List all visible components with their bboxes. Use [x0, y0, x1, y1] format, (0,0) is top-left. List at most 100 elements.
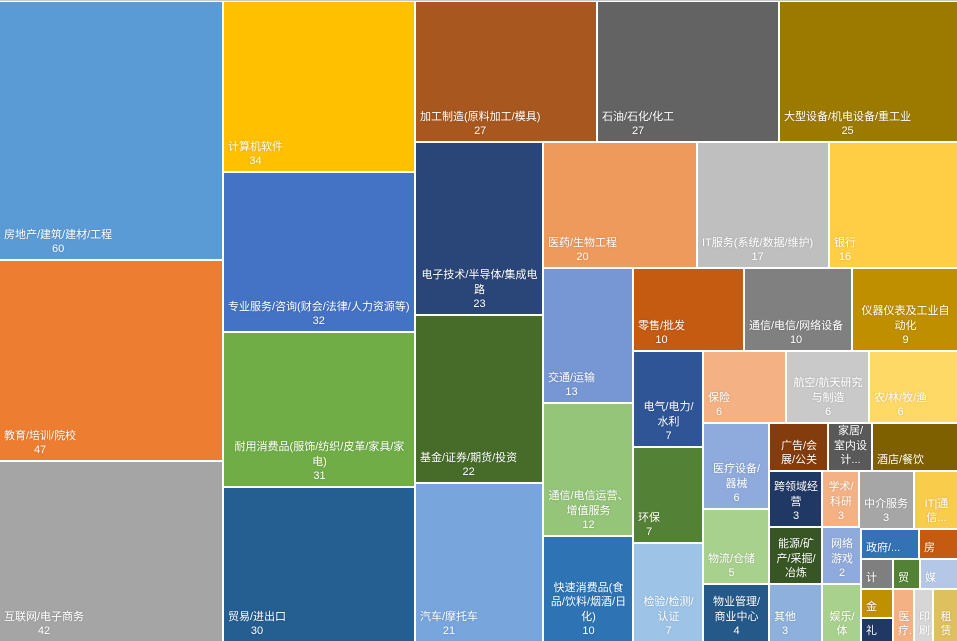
treemap-cell[interactable]: 检验/检测/认证 7: [634, 544, 702, 641]
cell-value: 60: [51, 243, 65, 255]
cell-value: 7: [665, 625, 672, 637]
treemap-cell[interactable]: 快速消费品(食品/饮料/烟酒/日化) 10: [544, 537, 632, 641]
treemap-cell[interactable]: 政府/...: [862, 530, 918, 558]
treemap-cell[interactable]: 家居/室内设计...: [829, 424, 871, 470]
cell-label: 网络游戏 2: [827, 537, 857, 580]
treemap-cell[interactable]: 电气/电力/水利 7: [634, 352, 702, 446]
treemap-cell[interactable]: 酒店/餐饮: [873, 424, 957, 470]
cell-label: 学术/科研 3: [828, 481, 854, 522]
cell-label-wrap: 农/林/牧/渔 6: [874, 391, 954, 420]
treemap-cell[interactable]: 房: [920, 530, 957, 558]
cell-value: 32: [312, 315, 325, 327]
treemap-cell[interactable]: 零售/批发 10: [634, 269, 743, 350]
cell-label-wrap: 娱乐/体: [827, 610, 857, 639]
treemap-cell[interactable]: 金: [862, 590, 892, 617]
cell-value: 27: [474, 125, 487, 137]
cell-value: 20: [576, 251, 589, 263]
treemap-cell[interactable]: 仪器仪表及工业自动化 9: [853, 269, 957, 350]
cell-label: 专业服务/咨询(财会/法律/人力资源等) 32: [228, 300, 410, 327]
treemap-cell[interactable]: 大型设备/机电设备/重工业 25: [780, 2, 957, 141]
cell-label-wrap: 基金/证券/期货/投资 22: [420, 451, 539, 480]
treemap-cell[interactable]: 石油/石化/化工 27: [598, 2, 778, 141]
cell-value: 2: [838, 567, 846, 579]
cell-label: IT|通信...: [924, 497, 949, 524]
cell-label: 农/林/牧/渔 6: [874, 391, 928, 418]
treemap-cell[interactable]: 专业服务/咨询(财会/法律/人力资源等) 32: [224, 173, 414, 331]
cell-label: 通信/电信运营、增值服务 12: [548, 490, 629, 531]
treemap-cell[interactable]: 印刷...: [915, 590, 932, 641]
treemap-cell[interactable]: 网络游戏 2: [823, 528, 860, 583]
treemap-cell[interactable]: 学术/科研 3: [823, 472, 858, 526]
cell-label: 礼: [866, 625, 877, 637]
treemap-cell[interactable]: 跨领域经营 3: [770, 472, 821, 526]
treemap-cell[interactable]: IT|通信...: [915, 472, 957, 528]
cell-label: 教育/培训/院校 47: [4, 429, 77, 456]
cell-label-wrap: 中介服务 3: [864, 497, 910, 526]
cell-value: 34: [249, 155, 262, 167]
cell-label-wrap: 租赁: [938, 610, 954, 639]
cell-value: 17: [751, 251, 764, 263]
treemap-cell[interactable]: 贸: [894, 560, 919, 588]
treemap-cell[interactable]: IT服务(系统/数据/维护) 17: [698, 143, 828, 267]
treemap-cell[interactable]: 礼: [862, 619, 892, 641]
treemap-cell[interactable]: 物流/仓储 5: [704, 510, 768, 583]
cell-label: 基金/证券/期货/投资 22: [420, 451, 518, 478]
treemap-cell[interactable]: 通信/电信运营、增值服务 12: [544, 404, 632, 535]
cell-label-wrap: 印刷...: [919, 610, 932, 639]
treemap-cell[interactable]: 医疗...: [894, 590, 913, 641]
treemap-cell[interactable]: 通信/电信/网络设备 10: [745, 269, 851, 350]
treemap-cell[interactable]: 汽车/摩托车 21: [416, 484, 542, 641]
treemap-cell[interactable]: 保险 6: [704, 352, 785, 422]
cell-label: 耐用消费品(服饰/纺织/皮革/家具/家电) 31: [228, 440, 411, 483]
cell-label-wrap: IT|通信...: [919, 497, 954, 526]
cell-label-wrap: 计算机软件 34: [228, 140, 411, 169]
cell-label: 航空/航天研究与制造 6: [791, 376, 865, 419]
cell-label-wrap: 物流/仓储 5: [708, 552, 765, 581]
treemap-cell[interactable]: 计: [862, 560, 892, 588]
cell-label-wrap: 汽车/摩托车 21: [420, 610, 539, 639]
cell-label-wrap: 通信/电信运营、增值服务 12: [548, 489, 629, 533]
cell-label-wrap: 银行 16: [834, 236, 954, 265]
treemap-cell[interactable]: 耐用消费品(服饰/纺织/皮革/家具/家电) 31: [224, 333, 414, 486]
treemap-cell[interactable]: 其他 3: [770, 585, 821, 641]
treemap-cell[interactable]: 媒: [921, 560, 957, 588]
cell-label-wrap: 大型设备/机电设备/重工业 25: [784, 110, 954, 139]
treemap-cell[interactable]: 中介服务 3: [860, 472, 913, 528]
treemap-cell[interactable]: 基金/证券/期货/投资 22: [416, 316, 542, 482]
cell-label: 检验/检测/认证 7: [638, 595, 699, 638]
cell-value: 3: [882, 512, 890, 524]
treemap-cell[interactable]: 医药/生物工程 20: [544, 143, 696, 267]
cell-label-wrap: IT服务(系统/数据/维护) 17: [702, 236, 825, 265]
treemap-cell[interactable]: 银行 16: [830, 143, 957, 267]
cell-label: 金: [866, 601, 877, 613]
cell-label: IT服务(系统/数据/维护) 17: [702, 236, 814, 263]
cell-label: 物业管理/商业中心 4: [708, 595, 765, 638]
cell-label: 其他 3: [774, 610, 796, 637]
treemap-cell[interactable]: 贸易/进出口 30: [224, 488, 414, 641]
treemap-cell[interactable]: 计算机软件 34: [224, 2, 414, 171]
treemap-cell[interactable]: 航空/航天研究与制造 6: [787, 352, 868, 422]
cell-value: 6: [897, 406, 904, 418]
treemap-cell[interactable]: 交通/运输 13: [544, 269, 632, 402]
cell-label: 环保 7: [638, 511, 660, 538]
treemap-cell[interactable]: 教育/培训/院校 47: [0, 261, 222, 460]
treemap-cell[interactable]: 物业管理/商业中心 4: [704, 585, 768, 641]
cell-value: 22: [462, 466, 475, 478]
cell-label: 政府/...: [866, 542, 901, 554]
treemap-cell[interactable]: 广告/会展/公关: [770, 424, 827, 470]
treemap-cell[interactable]: 环保 7: [634, 448, 702, 542]
cell-label: 银行 16: [834, 236, 856, 263]
treemap-cell[interactable]: 娱乐/体: [823, 585, 860, 641]
treemap-cell[interactable]: 电子技术/半导体/集成电路 23: [416, 143, 542, 314]
treemap-cell[interactable]: 房地产/建筑/建材/工程 60: [0, 2, 222, 259]
treemap-cell[interactable]: 医疗设备/器械 6: [704, 424, 768, 508]
cell-label-wrap: 通信/电信/网络设备 10: [749, 319, 848, 348]
treemap-cell[interactable]: 租赁: [934, 590, 957, 641]
treemap-cell[interactable]: 农/林/牧/渔 6: [870, 352, 957, 422]
treemap-cell[interactable]: 加工制造(原料加工/模具) 27: [416, 2, 596, 141]
cell-value: 30: [250, 625, 264, 637]
treemap-cell[interactable]: 互联网/电子商务 42: [0, 462, 222, 641]
cell-value: 16: [838, 251, 852, 263]
treemap-cell[interactable]: 能源/矿产/采掘/冶炼: [770, 528, 821, 583]
